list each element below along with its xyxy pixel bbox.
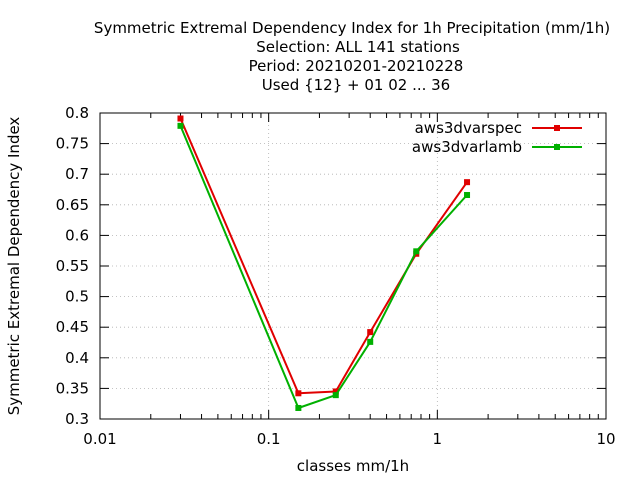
x-tick-label: 0.1 [257,430,281,448]
tick-labels: 0.3 0.35 0.4 0.45 0.5 0.55 0.6 0.65 0.7 0.75 0.8 0.… [56,104,616,448]
series-group [177,115,471,411]
y-tick-label: 0.45 [56,318,89,336]
title-line-3: Period: 20210201-20210228 [249,57,464,75]
legend-item: aws3dvarspec [415,119,582,137]
data-point [332,392,339,399]
y-tick-label: 0.6 [65,226,89,244]
title-line-1: Symmetric Extremal Dependency Index for … [94,19,610,37]
title-line-4: Used {12} + 01 02 ... 36 [262,76,450,94]
data-point [332,388,339,395]
x-tick-label: 1 [433,430,443,448]
y-tick-label: 0.4 [65,349,89,367]
y-tick-label: 0.55 [56,257,89,275]
y-tick-label: 0.35 [56,379,89,397]
data-point [464,192,471,199]
y-tick-label: 0.65 [56,196,89,214]
x-tick-label: 0.01 [83,430,116,448]
legend-item: aws3dvarlamb [412,138,582,156]
chart-title: Symmetric Extremal Dependency Index for … [94,19,610,94]
series-aws3dvarspec [177,115,471,397]
plot-area-border [99,112,607,420]
legend-swatch-point [554,125,560,131]
grid [100,113,606,419]
data-point [295,404,302,411]
data-point [464,179,471,186]
title-line-2: Selection: ALL 141 stations [256,38,460,56]
axis-ticks [99,112,607,420]
data-point [295,390,302,397]
legend-label: aws3dvarspec [415,119,522,137]
series-line [179,125,468,409]
x-axis-label: classes mm/1h [297,457,409,475]
y-tick-label: 0.3 [65,410,89,428]
legend-label: aws3dvarlamb [412,138,522,156]
data-point [367,329,374,336]
x-tick-label: 10 [596,430,615,448]
data-point [367,338,374,345]
y-tick-label: 0.8 [65,104,89,122]
y-tick-label: 0.75 [56,135,89,153]
data-point [177,115,184,122]
legend-swatch-point [554,144,560,150]
y-tick-label: 0.7 [65,165,89,183]
data-point [413,248,420,255]
y-tick-label: 0.5 [65,288,89,306]
series-line [179,118,468,395]
series-aws3dvarlamb [177,122,471,411]
y-axis-label: Symmetric Extremal Dependency Index [5,117,23,416]
data-point [177,122,184,129]
